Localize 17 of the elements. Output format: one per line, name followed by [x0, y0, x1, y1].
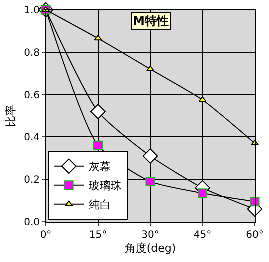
chart-title: M特性 — [133, 14, 169, 28]
y-tick-label: 1.0 — [24, 6, 40, 16]
x-tick-label: 60° — [246, 230, 264, 241]
legend-label: 玻璃珠 — [89, 180, 122, 193]
x-tick-label: 0° — [40, 230, 52, 241]
y-tick-label: 0.2 — [24, 175, 40, 186]
y-tick-label: 0.8 — [24, 48, 40, 59]
x-axis-title: 角度(deg) — [124, 242, 176, 256]
x-tick-label: 45° — [194, 230, 212, 241]
legend-label: 灰幕 — [89, 160, 112, 174]
y-axis-title: 比率 — [4, 105, 18, 127]
y-tick-label: 0.0 — [24, 218, 40, 228]
legend-label: 纯白 — [89, 198, 112, 212]
x-tick-label: 30° — [142, 230, 160, 241]
y-tick-label: 0.6 — [24, 90, 40, 102]
y-tick-label: 0.4 — [24, 132, 40, 144]
x-tick-label: 15° — [89, 230, 108, 241]
